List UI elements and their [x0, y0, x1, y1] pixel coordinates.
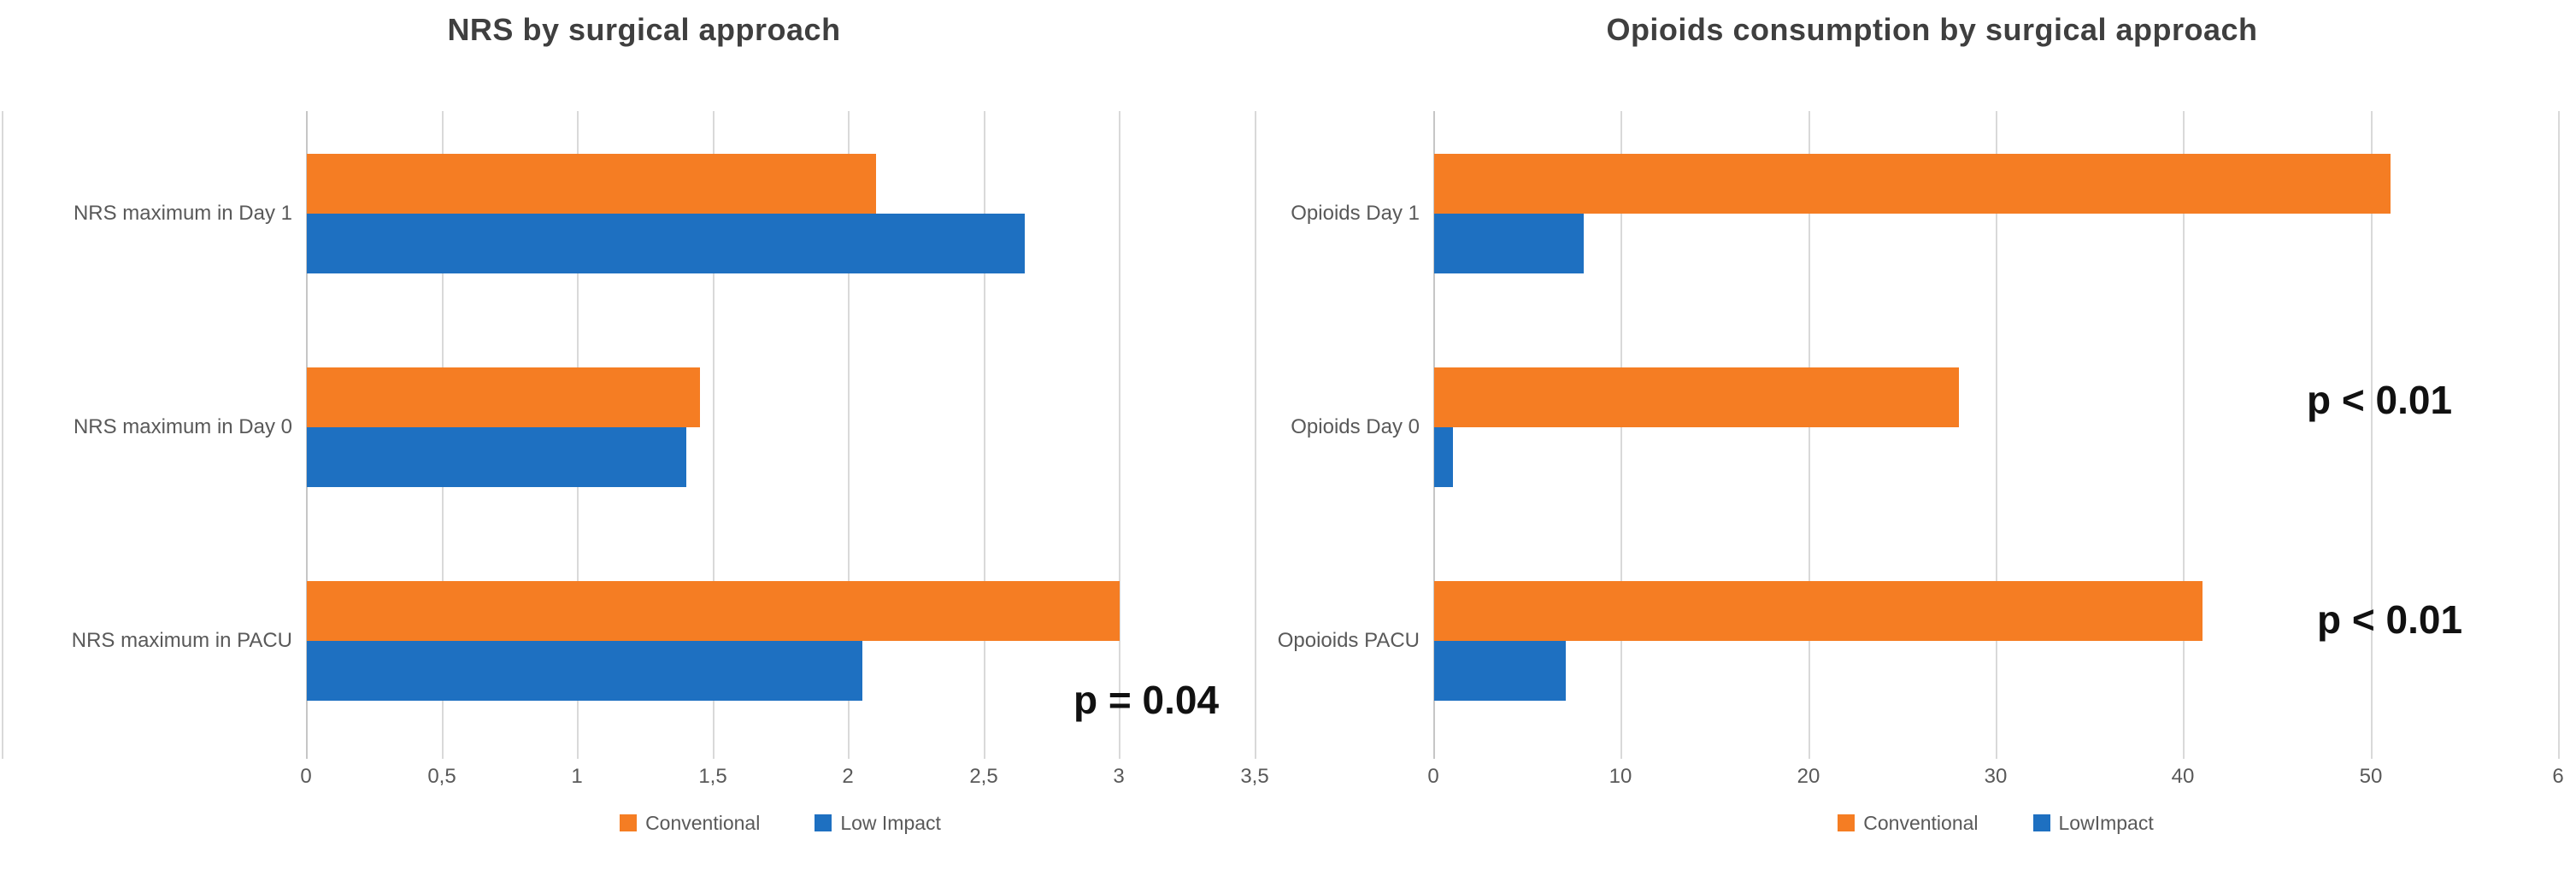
category-label: NRS maximum in Day 0 [73, 415, 292, 438]
gridline [713, 111, 715, 759]
legend-label: LowImpact [2058, 811, 2154, 834]
x-axis-tick-label: 0 [300, 765, 312, 788]
gridline [984, 111, 985, 759]
legend: Conventional Low Impact [306, 810, 1255, 836]
gridline [1808, 111, 1810, 759]
bar-low-impact [307, 641, 862, 701]
bar-lowimpact [1434, 427, 1453, 487]
chart-border-line [2, 111, 3, 759]
category-label: Opioids Day 1 [1291, 202, 1420, 225]
x-axis-tick-label: 0 [1427, 765, 1439, 788]
gridline [848, 111, 850, 759]
bar-low-impact [307, 427, 686, 487]
x-axis-tick-label: 6 [2552, 765, 2564, 788]
legend-item: Low Impact [815, 812, 941, 835]
p-value-annotation: p = 0.04 [1073, 678, 1220, 722]
gridline [2558, 111, 2560, 759]
x-axis-tick-label: 3 [1113, 765, 1125, 788]
legend-swatch-icon [1838, 814, 1856, 831]
bar-lowimpact [1434, 214, 1584, 273]
gridline [1255, 111, 1256, 759]
nrs-chart: NRS by surgical approach Conventional Low… [2, 12, 1269, 836]
p-value-annotation: p < 0.01 [2317, 597, 2463, 642]
bar-conventional [1434, 367, 1959, 427]
gridline [1996, 111, 1997, 759]
opioids-chart: Opioids consumption by surgical approach… [1278, 0, 2576, 887]
bar-conventional [1434, 154, 2391, 214]
legend-label: Conventional [645, 811, 761, 834]
bar-lowimpact [1434, 641, 1566, 701]
gridline [1620, 111, 1622, 759]
bar-conventional [307, 581, 1120, 641]
x-axis-tick-label: 2,5 [969, 765, 998, 788]
chart-title: Opioids consumption by surgical approach [1606, 12, 2258, 47]
category-label: Opoioids PACU [1277, 629, 1420, 652]
legend-label: Low Impact [840, 811, 941, 834]
legend-item: LowImpact [2032, 811, 2154, 835]
legend: Conventional LowImpact [1433, 810, 2558, 836]
legend-swatch-icon [815, 814, 832, 831]
x-axis-tick-label: 1 [571, 765, 583, 788]
x-axis-tick-label: 30 [1984, 765, 2008, 788]
gridline [1119, 111, 1120, 759]
x-axis-tick-label: 40 [2171, 765, 2195, 788]
bar-low-impact [307, 214, 1025, 273]
x-axis-tick-label: 2 [842, 765, 854, 788]
legend-swatch-icon [2032, 814, 2050, 831]
x-axis-tick-label: 20 [1797, 765, 1820, 788]
legend-swatch-icon [620, 814, 638, 831]
category-label: NRS maximum in PACU [71, 629, 292, 652]
gridline [2371, 111, 2373, 759]
x-axis-tick-label: 0,5 [427, 765, 456, 788]
p-value-annotation: p < 0.01 [2307, 378, 2453, 422]
legend-item: Conventional [1838, 811, 1979, 835]
category-label: Opioids Day 0 [1291, 415, 1420, 438]
chart-title: NRS by surgical approach [447, 12, 841, 47]
legend-item: Conventional [620, 812, 760, 835]
bar-conventional [1434, 581, 2203, 641]
x-axis-tick-label: 3,5 [1240, 765, 1269, 788]
x-axis-tick-label: 1,5 [698, 765, 727, 788]
x-axis-tick-label: 50 [2359, 765, 2383, 788]
bar-conventional [307, 367, 700, 427]
bar-conventional [307, 154, 876, 214]
category-label: NRS maximum in Day 1 [73, 202, 292, 225]
legend-label: Conventional [1863, 811, 1979, 834]
x-axis-tick-label: 10 [1609, 765, 1632, 788]
gridline [2183, 111, 2185, 759]
